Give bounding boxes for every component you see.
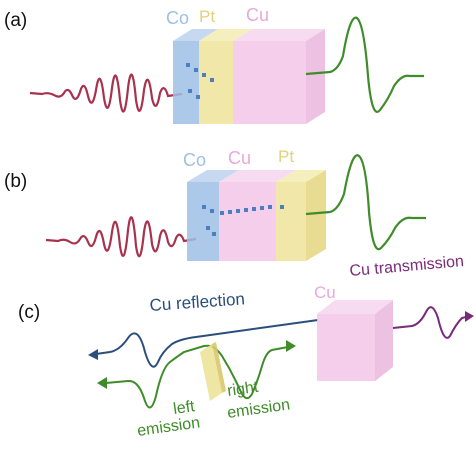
panel-a-co-layer-top <box>173 29 218 41</box>
transmission-wave <box>392 306 467 339</box>
panel-b-pt-label: Pt <box>278 147 294 166</box>
panel-b: (b) Co Cu Pt <box>4 147 426 261</box>
emitter-slab <box>200 344 222 401</box>
panel-a-pt-label: Pt <box>199 7 215 26</box>
panel-b-cu-layer-top <box>219 170 296 182</box>
panel-b-cu-layer-front <box>219 182 276 261</box>
panel-b-label: (b) <box>4 171 27 192</box>
panel-b-pump-pulse <box>45 216 197 258</box>
left-emission-arrowhead <box>97 377 107 389</box>
panel-a-co-layer-front <box>173 41 199 124</box>
left-emission-label-line2: emission <box>136 414 201 440</box>
panel-a-pump-pulse <box>29 73 183 113</box>
panel-b-pt-layer-top <box>276 170 326 182</box>
panel-b-co-label: Co <box>183 150 206 170</box>
emitter-slab-side <box>212 342 226 393</box>
panel-a-co-label: Co <box>166 8 189 28</box>
transmission-arrowhead <box>465 311 474 322</box>
reflection-arrowhead <box>88 349 98 360</box>
panel-b-pt-layer-side <box>306 170 326 261</box>
right-emission-label-line2: emission <box>226 396 291 422</box>
panel-a-cu-label: Cu <box>246 5 269 25</box>
panel-a-cu-layer-side <box>306 29 325 124</box>
cu-reflection-label: Cu reflection <box>149 289 246 315</box>
panel-a-pt-layer-top <box>199 29 252 41</box>
panel-c-cu-cube-side <box>375 300 393 381</box>
panel-c: (c) Cu Cu transmission Cu reflection lef… <box>18 253 474 440</box>
cu-transmission-label: Cu transmission <box>349 253 465 280</box>
panel-c-cu-cube-front <box>317 314 375 381</box>
panel-b-spin-current <box>202 205 284 236</box>
panel-b-co-layer-front <box>187 182 219 261</box>
left-emission-label-line1: left <box>172 398 196 418</box>
emission-wave <box>105 344 289 409</box>
panel-a: (a) Co Pt Cu <box>4 5 424 124</box>
right-emission-label-line1: right <box>226 379 260 400</box>
panel-a-pt-layer-front <box>199 41 233 124</box>
panel-a-cu-layer-top <box>233 29 325 41</box>
panel-a-label: (a) <box>4 10 27 31</box>
panel-c-cu-cube-top <box>317 300 393 314</box>
panel-b-cu-label: Cu <box>228 148 251 168</box>
panel-b-co-layer-top <box>187 170 239 182</box>
panel-c-label: (c) <box>18 302 40 323</box>
panel-b-pt-layer-front <box>276 182 306 261</box>
reflection-wave <box>95 319 319 368</box>
panel-a-spin-current <box>186 63 214 99</box>
panel-b-thz-wave <box>305 154 426 251</box>
panel-a-cu-layer-front <box>233 41 306 124</box>
panel-c-cu-label: Cu <box>314 283 336 302</box>
right-emission-arrowhead <box>286 340 296 352</box>
panel-a-thz-wave <box>305 16 424 113</box>
